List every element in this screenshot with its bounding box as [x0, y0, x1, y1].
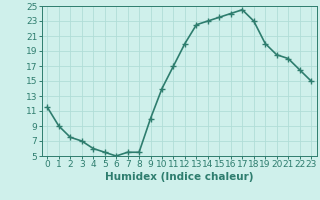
X-axis label: Humidex (Indice chaleur): Humidex (Indice chaleur): [105, 172, 253, 182]
